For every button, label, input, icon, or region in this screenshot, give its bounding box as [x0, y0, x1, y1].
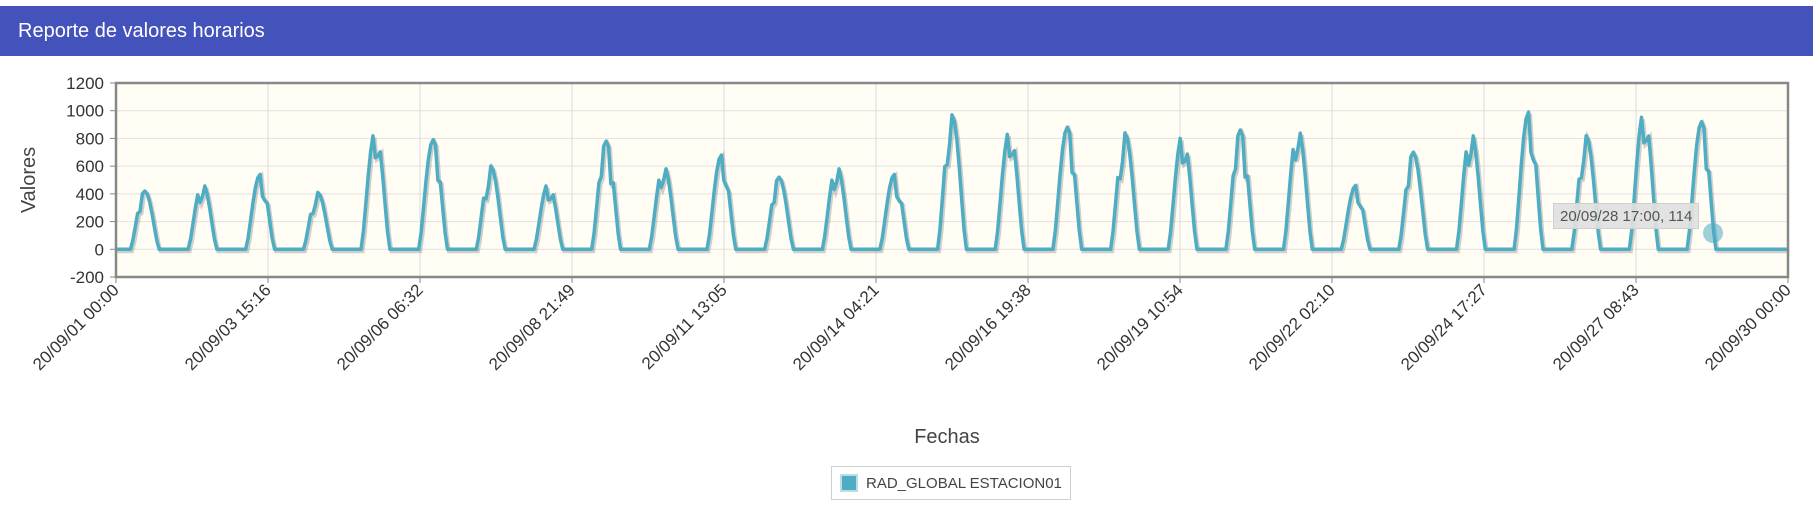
x-tick-label: 20/09/08 21:49 — [485, 280, 579, 374]
series-line — [116, 110, 1788, 252]
x-tick-label: 20/09/22 02:10 — [1245, 280, 1339, 374]
report-title: Reporte de valores horarios — [18, 19, 265, 42]
x-tick-label: 20/09/19 10:54 — [1093, 280, 1187, 374]
y-axis-title: Valores — [18, 147, 40, 213]
x-tick-label: 20/09/24 17:27 — [1397, 280, 1491, 374]
y-tick-label: 600 — [76, 157, 104, 176]
y-tick-label: -200 — [70, 268, 104, 287]
x-tick-label: 20/09/01 00:00 — [29, 280, 123, 374]
legend-swatch — [840, 474, 858, 492]
x-tick-label: 20/09/16 19:38 — [941, 280, 1035, 374]
y-tick-label: 800 — [76, 129, 104, 148]
x-axis-title: Fechas — [914, 426, 980, 448]
plot-frame — [114, 81, 1790, 279]
y-tick-label: 400 — [76, 185, 104, 204]
y-tick-label: 1000 — [66, 102, 104, 121]
y-tick-label: 1200 — [66, 74, 104, 93]
x-tick-label: 20/09/14 04:21 — [789, 280, 883, 374]
tooltip-marker — [1703, 223, 1723, 243]
y-tick-label: 0 — [95, 240, 104, 259]
y-tick-label: 200 — [76, 213, 104, 232]
x-tick-label: 20/09/11 13:05 — [638, 280, 731, 373]
x-tick-label: 20/09/30 00:00 — [1701, 280, 1795, 374]
x-tick-label: 20/09/27 08:43 — [1549, 280, 1643, 374]
report-header: Reporte de valores horarios — [0, 6, 1813, 56]
legend-label: RAD_GLOBAL ESTACION01 — [866, 474, 1062, 492]
x-tick-label: 20/09/03 15:16 — [181, 280, 275, 374]
data-tooltip: 20/09/28 17:00, 114 — [1553, 203, 1700, 229]
x-tick-label: 20/09/06 06:32 — [333, 280, 427, 374]
chart-legend[interactable]: RAD_GLOBAL ESTACION01 — [831, 466, 1071, 500]
